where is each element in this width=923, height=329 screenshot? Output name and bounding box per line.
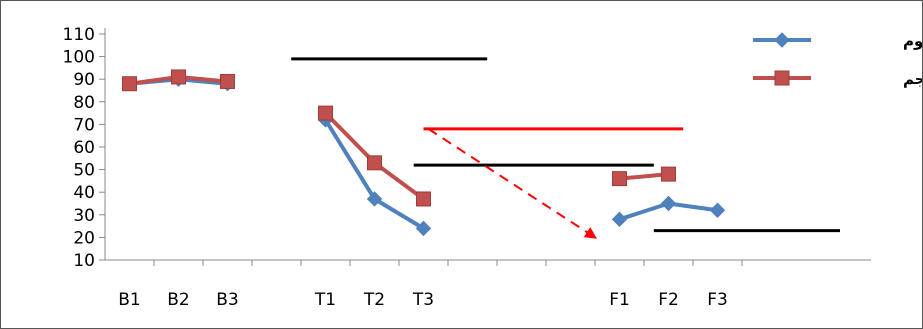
x-tick-label: B3 (216, 290, 238, 310)
y-tick-label: 20 (73, 228, 95, 248)
y-tick-label: 90 (73, 70, 95, 90)
series-2-point (367, 155, 382, 171)
y-tick-label: 50 (73, 161, 95, 181)
x-tick-label: B1 (118, 290, 140, 310)
y-tick-label: 10 (73, 251, 95, 271)
series-2-point (661, 166, 676, 182)
series-1-point (366, 191, 383, 207)
legend-entry: زوج پنجم (903, 70, 922, 89)
y-tick-label: 40 (73, 183, 95, 203)
x-tick-label: B2 (167, 290, 189, 310)
series-2-point (318, 105, 333, 121)
x-tick-label: T1 (314, 290, 336, 310)
x-tick-label: F3 (707, 290, 728, 310)
series-2-point (220, 73, 235, 89)
y-tick-label: 80 (73, 93, 95, 113)
series-1-point (660, 195, 677, 212)
y-tick-label: 110 (63, 25, 95, 45)
series-2-point (416, 191, 431, 207)
y-tick-label: 100 (63, 48, 95, 68)
series-2-point (171, 69, 186, 85)
y-tick-label: 70 (73, 115, 95, 135)
legend-entry: زوج دوم (903, 32, 922, 50)
x-tick-label: F2 (658, 290, 679, 310)
y-tick-label: 60 (73, 138, 95, 158)
series-2-point (122, 76, 137, 92)
series-2-point (612, 171, 627, 187)
legend-swatch-marker (774, 70, 790, 86)
x-tick-label: F1 (609, 290, 630, 310)
x-tick-label: T2 (363, 290, 385, 310)
trend-arrow (427, 128, 598, 239)
series-1-point (709, 202, 726, 218)
legend-swatch-marker (774, 32, 790, 48)
y-tick-label: 30 (73, 206, 95, 226)
series-1-line (323, 118, 425, 231)
series-1-point (611, 211, 628, 228)
series-2-line (619, 172, 669, 181)
x-tick-label: T3 (412, 290, 434, 310)
series-1-point (415, 220, 432, 237)
